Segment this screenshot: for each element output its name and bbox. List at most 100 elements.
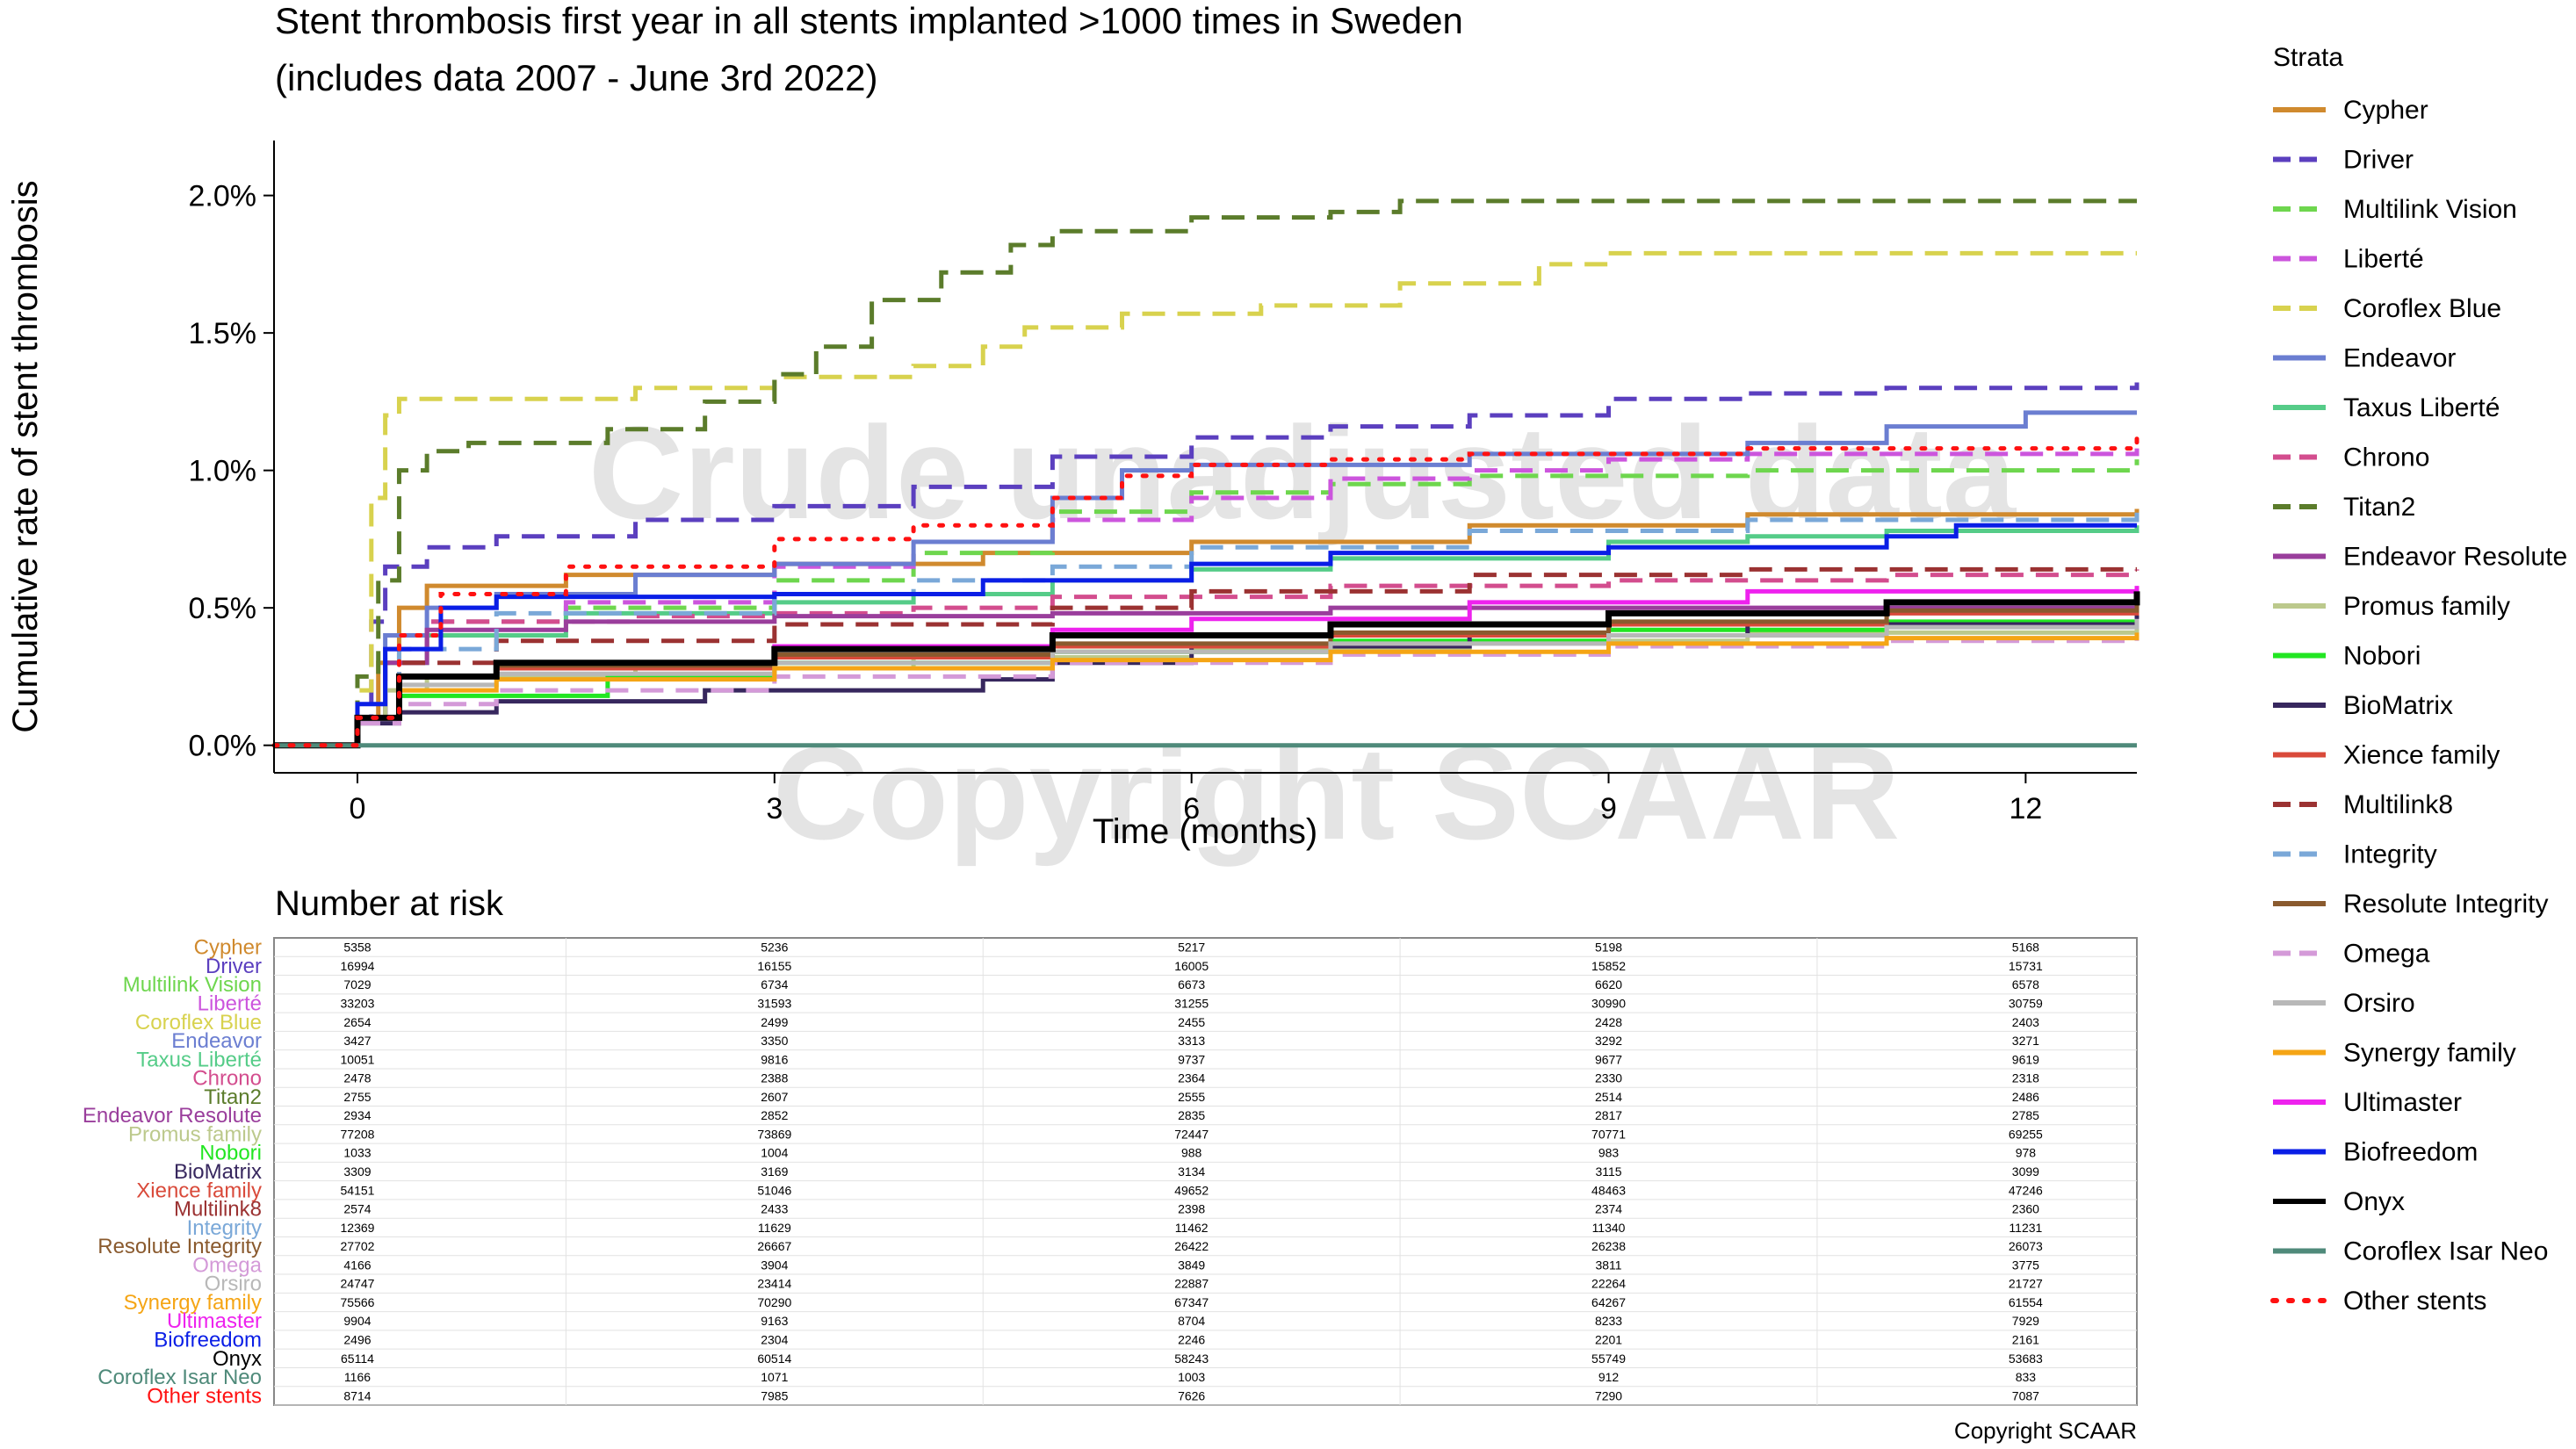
- risk-value: 3350: [761, 1034, 788, 1048]
- risk-row-label: Coroflex Blue: [135, 1011, 262, 1034]
- risk-value: 69255: [2009, 1127, 2043, 1141]
- risk-value: 6734: [761, 977, 788, 991]
- risk-value: 11629: [758, 1221, 791, 1235]
- risk-value: 2304: [761, 1333, 788, 1347]
- y-tick-label: 2.0%: [189, 180, 257, 213]
- series-line-coroflex-blue: [274, 250, 2137, 748]
- y-tick-label: 0.0%: [189, 730, 257, 763]
- risk-value: 60514: [757, 1352, 791, 1366]
- risk-value: 7029: [343, 977, 371, 991]
- risk-value: 3292: [1595, 1034, 1622, 1048]
- risk-row-label: Chrono: [192, 1067, 262, 1091]
- legend-label: Integrity: [2343, 840, 2437, 869]
- risk-row-label: Xience family: [136, 1179, 262, 1202]
- risk-value: 31255: [1174, 996, 1209, 1010]
- risk-value: 2318: [2012, 1071, 2039, 1085]
- risk-value: 22887: [1174, 1277, 1209, 1291]
- risk-value: 3811: [1595, 1258, 1621, 1272]
- series-line-chrono: [274, 569, 2139, 748]
- watermark-copyright: Copyright SCAAR: [773, 719, 1900, 867]
- risk-value: 2398: [1178, 1202, 1205, 1216]
- risk-value: 2246: [1178, 1333, 1205, 1347]
- legend-label: Multilink8: [2343, 790, 2453, 819]
- risk-value: 73869: [757, 1127, 791, 1141]
- risk-value: 2433: [761, 1202, 788, 1216]
- risk-row-label: Biofreedom: [154, 1329, 262, 1352]
- risk-value: 67347: [1174, 1295, 1209, 1309]
- risk-value: 3115: [1595, 1164, 1621, 1179]
- risk-value: 26667: [757, 1239, 791, 1253]
- risk-value: 2499: [761, 1015, 788, 1029]
- risk-value: 7929: [2012, 1314, 2039, 1328]
- risk-value: 9816: [761, 1052, 788, 1066]
- risk-value: 2654: [343, 1015, 371, 1029]
- risk-value: 49652: [1174, 1183, 1209, 1197]
- risk-value: 55749: [1591, 1352, 1626, 1366]
- plot-area: [271, 198, 2140, 749]
- risk-value: 16005: [1174, 959, 1209, 973]
- risk-value: 3775: [2012, 1258, 2039, 1272]
- legend-label: Synergy family: [2343, 1039, 2516, 1068]
- risk-value: 1003: [1178, 1370, 1205, 1384]
- risk-value: 3849: [1178, 1258, 1205, 1272]
- risk-value: 6578: [2012, 977, 2039, 991]
- legend-label: Endeavor Resolute: [2343, 543, 2567, 572]
- legend-label: Titan2: [2343, 493, 2415, 522]
- risk-value: 10051: [341, 1052, 375, 1066]
- risk-value: 26238: [1591, 1239, 1626, 1253]
- x-axis: 0 3 6 9 12: [274, 772, 2137, 825]
- risk-value: 26073: [2009, 1239, 2043, 1253]
- risk-value: 3309: [343, 1164, 371, 1179]
- legend-label: Multilink Vision: [2343, 195, 2517, 224]
- risk-value: 2555: [1178, 1090, 1205, 1104]
- x-tick-label: 12: [2009, 792, 2042, 825]
- risk-value: 22264: [1591, 1277, 1626, 1291]
- risk-value: 2496: [343, 1333, 371, 1347]
- legend-label: Omega: [2343, 940, 2430, 969]
- risk-value: 2360: [2012, 1202, 2039, 1216]
- risk-value: 4166: [343, 1258, 371, 1272]
- legend-label: Xience family: [2343, 741, 2500, 770]
- risk-value: 2403: [2012, 1015, 2039, 1029]
- risk-value: 11462: [1175, 1221, 1209, 1235]
- legend-title: Strata: [2273, 43, 2343, 72]
- legend-label: Nobori: [2343, 642, 2421, 671]
- risk-value: 3099: [2012, 1164, 2039, 1179]
- risk-value: 58243: [1174, 1352, 1209, 1366]
- risk-value: 2755: [343, 1090, 371, 1104]
- risk-row-label: Liberté: [198, 991, 262, 1015]
- risk-row-label: Onyx: [213, 1347, 262, 1371]
- legend-label: Endeavor: [2343, 344, 2456, 373]
- series-line-driver: [274, 382, 2139, 748]
- risk-row-label: Ultimaster: [167, 1309, 262, 1333]
- legend-label: Other stents: [2343, 1287, 2486, 1316]
- series-line-other-stents: [271, 429, 2139, 748]
- risk-table-title: Number at risk: [275, 884, 504, 923]
- risk-value: 31593: [757, 996, 791, 1010]
- risk-value: 7087: [2012, 1388, 2039, 1402]
- risk-value: 5236: [761, 941, 788, 955]
- risk-row-label: Endeavor: [171, 1029, 262, 1053]
- chart-title: Stent thrombosis first year in all stent…: [275, 0, 1463, 41]
- risk-value: 2486: [2012, 1090, 2039, 1104]
- risk-value: 3134: [1178, 1164, 1205, 1179]
- series-line-integrity: [274, 511, 2139, 748]
- legend-label: Onyx: [2343, 1187, 2405, 1216]
- risk-row-label: Multilink8: [174, 1198, 262, 1222]
- risk-value: 9619: [2012, 1052, 2039, 1066]
- risk-row-label: Multilink Vision: [123, 973, 262, 997]
- legend-label: Promus family: [2343, 592, 2510, 621]
- risk-value: 2817: [1595, 1108, 1622, 1122]
- risk-value: 30759: [2009, 996, 2043, 1010]
- risk-value: 2478: [343, 1071, 371, 1085]
- risk-value: 33203: [341, 996, 375, 1010]
- legend-label: Liberté: [2343, 245, 2424, 274]
- y-tick-label: 1.5%: [189, 317, 257, 350]
- risk-value: 11231: [2009, 1221, 2042, 1235]
- risk-value: 5198: [1595, 941, 1622, 955]
- y-tick-label: 1.0%: [189, 455, 257, 488]
- risk-value: 5217: [1178, 941, 1205, 955]
- risk-value: 2934: [343, 1108, 371, 1122]
- risk-value: 2374: [1595, 1202, 1622, 1216]
- risk-value: 54151: [341, 1183, 375, 1197]
